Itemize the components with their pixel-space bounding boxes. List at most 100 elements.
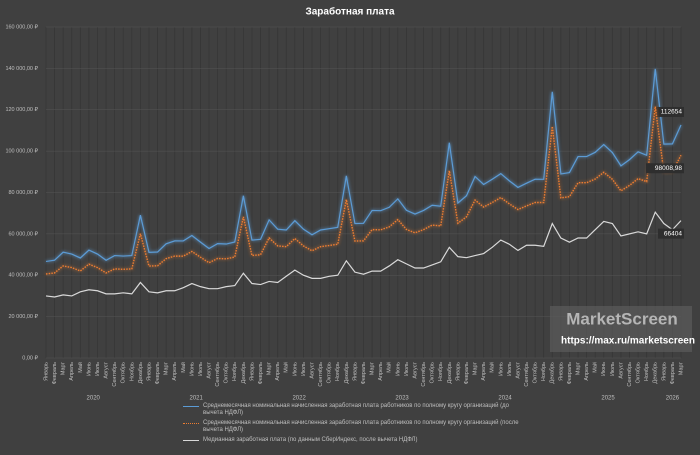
x-tick-label: Январь [661,362,667,381]
x-tick-label: Январь [146,362,152,381]
legend-swatch [183,423,199,424]
watermark-box [550,306,692,352]
x-tick-label: Февраль [567,362,573,384]
x-tick-label: Август [412,362,418,379]
x-tick-label: Апрель [69,362,75,381]
x-tick-label: Февраль [258,362,264,384]
x-tick-label: Январь [43,362,49,381]
x-tick-label: Июнь [601,362,607,376]
x-tick-label: Апрель [378,362,384,381]
x-tick-label: Июнь [292,362,298,376]
y-tick-label: 40 000,00 ₽ [9,272,39,279]
legend-swatch [183,440,199,441]
x-tick-label: Июнь [395,362,401,376]
data-label-box [646,163,684,174]
x-tick-label: Май [386,362,393,373]
series-line [45,68,682,263]
x-tick-label: Февраль [52,362,58,384]
x-tick-label: Январь [352,362,358,381]
legend-swatch [183,406,199,407]
legend-item: Медианная заработная плата (по данным Сб… [183,437,523,444]
x-tick-label: Апрель [172,362,178,381]
x-tick-label: Январь [558,362,564,381]
x-tick-label: Февраль [155,362,161,384]
x-tick-label: Апрель [584,362,590,381]
x-tick-label: Август [515,362,521,379]
x-tick-label: Октябрь [533,362,539,383]
x-tick-label: Март [164,362,170,376]
data-label-box [654,106,684,117]
x-tick-label: Июль [507,362,513,376]
x-tick-label: Ноябрь [129,362,135,381]
x-tick-label: Март [678,362,684,376]
x-tick-label: Декабрь [447,362,453,384]
y-tick-label: 140 000,00 ₽ [5,65,38,72]
x-tick-label: Июль [301,362,307,376]
x-tick-label: Январь [249,362,255,381]
x-tick-label: Сентябрь [421,362,427,387]
x-tick-label: Декабрь [653,362,659,384]
x-tick-label: Октябрь [224,362,230,383]
watermark-brand: MarketScreen [566,309,678,328]
x-tick-label: Октябрь [430,362,436,383]
y-tick-label: 120 000,00 ₽ [5,106,38,113]
watermark-url: https://max.ru/marketscreen [561,336,695,347]
series-line [45,106,682,275]
year-label: 2026 [666,396,680,402]
x-tick-label: Март [575,362,581,376]
legend-item: Среднемесячная номинальная начисленная з… [183,403,523,417]
x-tick-label: Май [592,362,599,373]
x-tick-label: Август [104,362,110,379]
x-tick-label: Сентябрь [112,362,118,387]
year-label: 2020 [87,396,101,402]
x-tick-label: Июль [404,362,410,376]
data-label-box [658,228,684,239]
grid [45,26,682,359]
y-tick-label: 160 000,00 ₽ [5,23,38,30]
x-tick-label: Май [489,362,496,373]
x-tick-label: Декабрь [550,362,556,384]
y-tick-label: 0,00 ₽ [22,354,38,361]
x-tick-label: Декабрь [241,362,247,384]
x-tick-label: Ноябрь [232,362,238,381]
x-tick-label: Ноябрь [541,362,547,381]
data-label: 112654 [661,109,683,116]
x-tick-label: Декабрь [344,362,350,384]
x-tick-label: Октябрь [121,362,127,383]
x-tick-label: Апрель [275,362,281,381]
y-tick-label: 20 000,00 ₽ [9,313,39,320]
x-tick-label: Июнь [498,362,504,376]
x-tick-label: Февраль [464,362,470,384]
x-tick-label: Декабрь [138,362,144,384]
x-tick-label: Май [77,362,84,373]
x-tick-label: Ноябрь [438,362,444,381]
data-label: 98008,98 [655,165,682,172]
y-tick-label: 100 000,00 ₽ [5,148,38,155]
legend: Среднемесячная номинальная начисленная з… [183,403,523,447]
legend-item: Среднемесячная номинальная начисленная з… [183,420,523,434]
x-tick-label: Январь [455,362,461,381]
year-label: 2021 [189,396,203,402]
x-tick-label: Июль [198,362,204,376]
year-label: 2025 [601,396,615,402]
x-tick-label: Сентябрь [318,362,324,387]
x-tick-label: Июнь [86,362,92,376]
year-label: 2024 [498,396,512,402]
x-tick-label: Ноябрь [644,362,650,381]
x-tick-label: Октябрь [636,362,642,383]
year-label: 2023 [395,396,409,402]
x-tick-label: Июнь [189,362,195,376]
chart-title: Заработная плата [305,6,394,18]
legend-label: Среднемесячная номинальная начисленная з… [203,403,510,416]
x-tick-label: Октябрь [327,362,333,383]
x-tick-label: Март [473,362,479,376]
x-tick-label: Сентябрь [215,362,221,387]
x-tick-label: Сентябрь [627,362,633,387]
x-tick-label: Апрель [481,362,487,381]
x-tick-label: Август [206,362,212,379]
x-tick-label: Март [61,362,67,376]
y-tick-label: 80 000,00 ₽ [9,189,39,196]
x-tick-label: Август [618,362,624,379]
